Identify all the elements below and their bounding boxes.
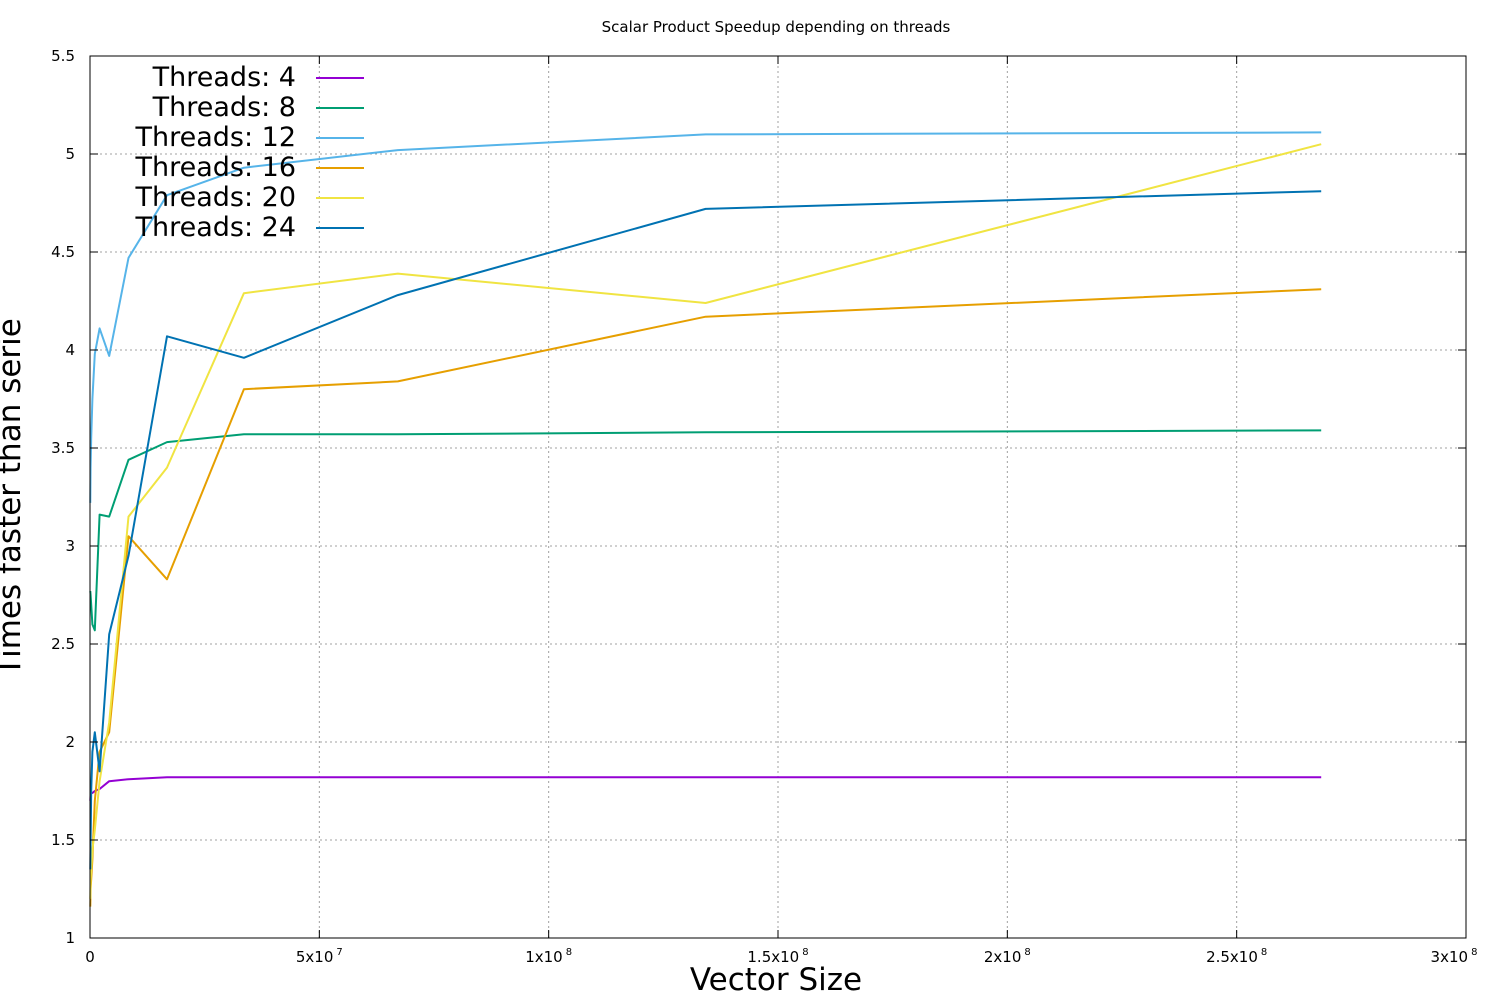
y-tick-label: 4	[65, 341, 75, 359]
y-tick-label: 2.5	[51, 635, 75, 653]
series-line-2	[89, 429, 1322, 632]
y-tick-label: 3	[65, 537, 75, 555]
y-tick-label: 5	[65, 145, 75, 163]
y-tick-label: 5.5	[51, 47, 75, 65]
y-tick-label: 2	[65, 733, 75, 751]
series-line-1	[89, 776, 1322, 801]
x-tick-label: 5x10 7	[296, 947, 343, 966]
x-tick-label: 2.5x10 8	[1206, 947, 1267, 966]
legend-label: Threads: 8	[152, 92, 296, 123]
grid	[90, 56, 1466, 938]
y-axis-label: Times faster than serie	[0, 318, 28, 677]
x-tick-label: 0	[85, 948, 95, 966]
axis-ticks: 1 1.5 2 2.5 3 3.5 4 4.5 5 5.5 0 5x10 7 1x10 8 1.5x10 8 2x…	[51, 47, 1477, 966]
legend-label: Threads: 20	[134, 182, 296, 213]
x-tick-label: 1x10 8	[525, 947, 572, 966]
y-tick-label: 4.5	[51, 243, 75, 261]
x-tick-label: 3x10 8	[1431, 947, 1478, 966]
x-axis-label: Vector Size	[690, 962, 862, 998]
legend-label: Threads: 4	[152, 62, 296, 93]
y-tick-label: 1.5	[51, 831, 75, 849]
legend-label: Threads: 16	[134, 152, 296, 183]
y-tick-label: 3.5	[51, 439, 75, 457]
series-line-3	[89, 131, 1322, 503]
series-lines	[89, 131, 1322, 907]
legend-label: Threads: 24	[134, 212, 296, 243]
chart-title: Scalar Product Speedup depending on thre…	[602, 18, 951, 36]
series-line-6	[89, 190, 1322, 870]
series-line-5	[89, 143, 1322, 899]
x-tick-label: 2x10 8	[984, 947, 1031, 966]
y-tick-label: 1	[65, 929, 75, 947]
series-line-4	[89, 288, 1322, 907]
legend-label: Threads: 12	[134, 122, 296, 153]
x-tick-label: 1.5x10 8	[747, 947, 808, 966]
